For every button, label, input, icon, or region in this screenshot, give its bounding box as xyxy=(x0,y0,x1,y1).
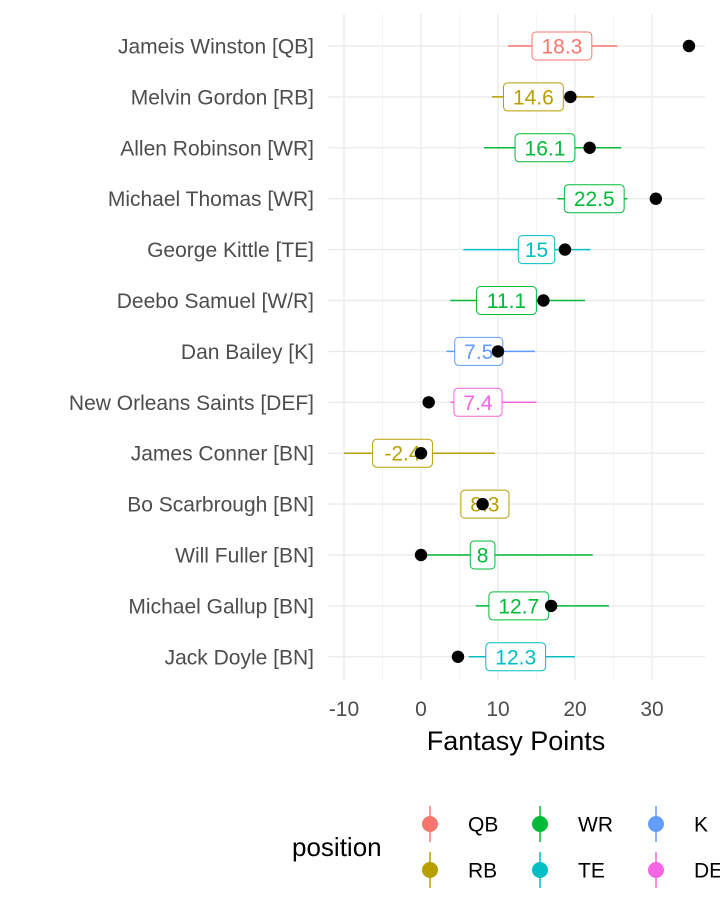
actual-point xyxy=(476,497,489,511)
legend-key-dot xyxy=(422,816,438,832)
projection-label: 7.5 xyxy=(464,341,493,364)
projection-label: 12.7 xyxy=(498,595,539,618)
player-label: Dan Bailey [K] xyxy=(181,341,314,364)
player-label: James Conner [BN] xyxy=(131,443,314,466)
player-label: Will Fuller [BN] xyxy=(175,545,314,568)
actual-point xyxy=(649,192,663,205)
projection-label: 11.1 xyxy=(487,290,526,313)
player-label: Jameis Winston [QB] xyxy=(118,36,314,59)
projection-label: 14.6 xyxy=(513,86,554,109)
actual-points xyxy=(414,39,696,663)
x-axis-label: Fantasy Points xyxy=(427,726,606,756)
legend-key xyxy=(648,852,664,888)
player-label: Bo Scarbrough [BN] xyxy=(127,494,314,517)
player-label: Michael Thomas [WR] xyxy=(108,188,314,211)
x-tick-label: 0 xyxy=(415,698,427,721)
actual-point xyxy=(564,90,577,104)
projection-label-box xyxy=(476,286,537,315)
projection-label-box xyxy=(485,642,547,672)
projection-label-box xyxy=(503,82,564,112)
legend-label: DEF xyxy=(694,860,720,883)
player-labels: Jameis Winston [QB] Melvin Gordon [RB] All… xyxy=(69,36,314,670)
legend-label: TE xyxy=(578,860,605,883)
actual-point xyxy=(682,39,696,53)
x-tick-label: -10 xyxy=(329,698,359,721)
player-label: Allen Robinson [WR] xyxy=(120,137,314,160)
projection-label: 15 xyxy=(525,239,548,262)
legend-key-dot xyxy=(648,816,664,832)
player-label: Jack Doyle [BN] xyxy=(165,646,314,669)
legend-key xyxy=(532,806,548,842)
legend-key xyxy=(532,852,548,888)
legend-title: position xyxy=(292,832,382,862)
projection-label: 7.4 xyxy=(463,392,493,415)
legend-label: WR xyxy=(578,814,613,837)
legend-label: K xyxy=(694,814,708,837)
legend-key xyxy=(648,806,664,842)
actual-point xyxy=(414,548,428,562)
projection-label-box xyxy=(563,184,625,214)
projection-label: 8 xyxy=(477,545,489,568)
legend-label: RB xyxy=(468,860,497,883)
projection-label-box xyxy=(372,438,433,468)
legend-label: QB xyxy=(468,814,498,837)
projection-label: 16.1 xyxy=(525,137,566,160)
legend-key-dot xyxy=(648,862,664,878)
x-tick-label: 20 xyxy=(563,698,586,721)
actual-point xyxy=(422,396,435,409)
projection-label-box xyxy=(469,540,496,570)
actual-point xyxy=(537,294,550,307)
projection-label-box xyxy=(514,133,576,163)
player-label: George Kittle [TE] xyxy=(147,239,314,262)
projection-label: -2.4 xyxy=(384,443,421,466)
actual-point xyxy=(583,141,596,154)
legend-key-dot xyxy=(532,862,548,878)
player-label: New Orleans Saints [DEF] xyxy=(69,392,314,415)
legend-key-dot xyxy=(532,816,548,832)
projection-label-box xyxy=(531,31,593,61)
projection-label: 18.3 xyxy=(541,36,582,59)
legend-key-dot xyxy=(422,862,438,878)
player-label: Michael Gallup [BN] xyxy=(128,595,314,618)
player-label: Melvin Gordon [RB] xyxy=(131,86,314,109)
projection-label-box xyxy=(517,235,556,265)
actual-point xyxy=(558,243,572,256)
actual-point xyxy=(414,447,428,460)
legend: position QB WR K RB TE DEF xyxy=(292,806,720,888)
actual-point xyxy=(491,345,505,358)
legend-key xyxy=(422,806,438,842)
legend-key xyxy=(422,852,438,888)
projection-label-box xyxy=(453,387,503,417)
grid-lines xyxy=(328,14,705,680)
projection-label: 12.3 xyxy=(495,646,536,669)
x-axis-ticks: -10 0 10 20 30 xyxy=(329,698,664,721)
x-tick-label: 10 xyxy=(486,698,509,721)
x-tick-label: 30 xyxy=(640,698,663,721)
projection-label: 22.5 xyxy=(574,188,615,211)
projection-labels: 18.314.616.122.51511.17.57.4-2.48.3812.7… xyxy=(372,31,625,672)
actual-point xyxy=(451,650,465,663)
actual-point xyxy=(544,599,558,613)
player-label: Deebo Samuel [W/R] xyxy=(117,290,314,313)
